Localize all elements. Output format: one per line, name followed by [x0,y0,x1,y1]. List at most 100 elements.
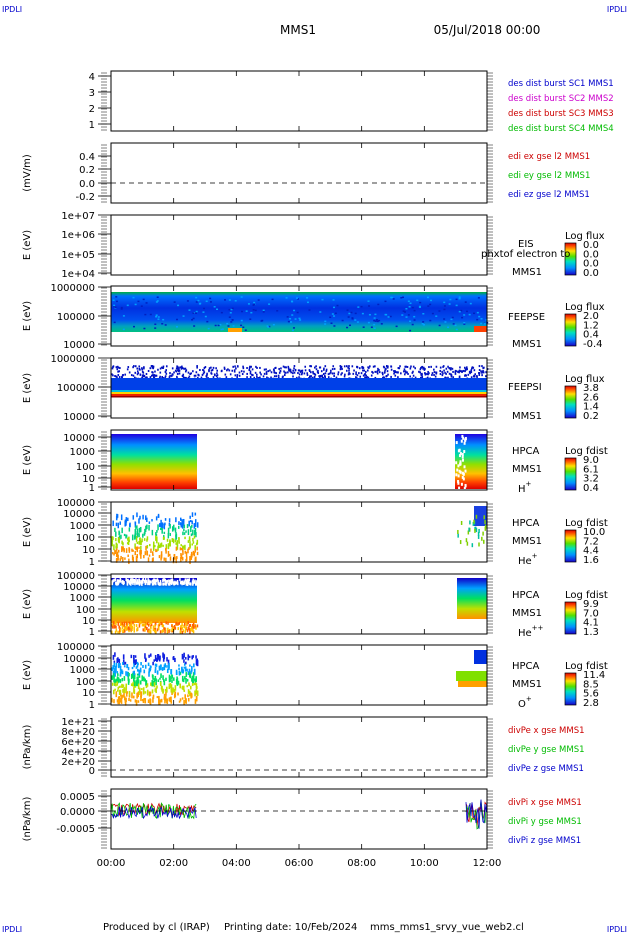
heatmap-cell [112,536,114,540]
heatmap-cell [377,367,379,370]
heatmap-cell [152,695,155,699]
heatmap-cell [409,367,412,370]
heatmap-cell [232,365,234,368]
heatmap-cell [138,533,140,538]
heatmap-cell [160,551,163,557]
heatmap-cell [154,666,157,671]
heatmap-cell [162,688,164,693]
y-tick-label: 1 [89,120,95,131]
heatmap-cell [182,548,184,552]
heatmap-cell [146,538,148,542]
heatmap-cell [192,675,194,678]
y-tick-label: 10000 [63,412,95,423]
heatmap-cell [127,554,129,558]
y-tick-label: 1e+04 [61,269,95,280]
heatmap-cell [116,681,118,686]
heatmap-cell [175,671,178,676]
heatmap-cell [175,546,178,551]
heatmap-cell [180,556,182,563]
heatmap-cell [130,673,133,680]
instrument-label: FEEPSE [508,312,545,323]
heatmap-cell [164,376,166,379]
heatmap-cell [120,514,123,521]
heatmap-cell [324,372,327,375]
heatmap-cell [151,365,154,368]
heatmap-cell [284,374,286,377]
species-label: He+ [518,552,538,567]
heatmap-cell [211,368,214,371]
heatmap-cell [155,374,158,377]
heatmap-cell [406,365,409,368]
heatmap-cell [316,370,319,373]
heatmap-cell [162,365,165,368]
heatmap-cell [372,365,375,368]
heatmap-cell [201,373,204,376]
colorbar-tick-label: 2.6 [583,392,599,403]
heatmap-cell [293,365,296,368]
heatmap-cell [160,557,162,561]
heatmap-cell [122,659,125,665]
heatmap-cell [186,524,189,529]
heatmap-cell [112,366,114,369]
heatmap-cell [159,677,161,680]
heatmap-cell [169,372,171,375]
heatmap-cell [127,537,129,541]
heatmap-cell [476,375,478,378]
heatmap-cell [151,529,154,536]
heatmap-cell [439,372,442,375]
heatmap-cell [151,551,154,555]
heatmap-cell [147,369,150,372]
heatmap-cell [385,375,387,378]
heatmap-cell [164,663,167,668]
heatmap-cell [175,517,177,523]
heatmap-cell [182,520,184,527]
heatmap-cell [185,530,187,533]
heatmap-cell [168,518,171,523]
heatmap-cell [193,668,196,674]
heatmap-cell [112,654,115,660]
heatmap-block [111,434,197,489]
colorbar [564,672,577,706]
heatmap-cell [133,655,135,659]
heatmap-cell [117,689,119,692]
heatmap-cell [193,523,196,529]
heatmap-cell [177,370,180,373]
heatmap-cell [167,550,170,557]
heatmap-cell [178,541,180,544]
heatmap-cell [235,367,237,370]
heatmap-cell [478,373,481,376]
heatmap-cell [165,372,168,375]
heatmap-cell [450,367,452,370]
heatmap-cell [128,536,130,540]
heatmap-cell [118,658,121,665]
corner-mark-bottom-left: IPDLI [2,925,22,934]
heatmap-cell [113,679,116,686]
heatmap-cell [382,376,385,379]
heatmap-cell [196,376,199,379]
heatmap-cell [165,686,168,692]
y-tick-label: 100000 [57,312,95,323]
heatmap-cell [117,554,119,561]
heatmap-cell [372,371,374,374]
heatmap-cell [329,371,332,374]
heatmap-cell [115,550,117,555]
heatmap-cell [115,542,118,546]
heatmap-cell [189,544,191,549]
heatmap-cell [313,375,316,378]
heatmap-cell [419,371,421,374]
heatmap-cell [267,370,270,373]
heatmap-cell [151,558,154,563]
heatmap-cell [409,375,411,378]
colorbar-tick-label: 0.2 [583,411,599,422]
heatmap-cell [386,370,389,373]
heatmap-cell [435,372,438,375]
heatmap-cell [451,367,454,370]
colorbar [564,313,577,347]
y-tick-label: 10 [82,545,95,556]
heatmap-cell [123,696,126,701]
heatmap-cell [190,526,192,533]
heatmap-cell [190,692,192,699]
